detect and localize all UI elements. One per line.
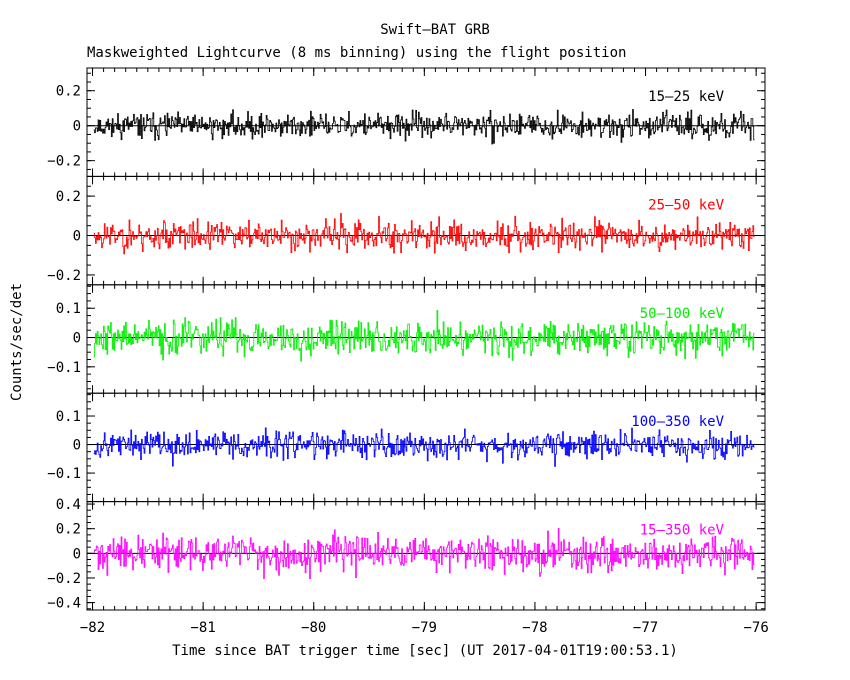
series-trace <box>93 213 755 255</box>
panel-1: −0.2 0 0.2 25–50 keV <box>47 175 766 286</box>
x-tick-label: −79 <box>412 620 437 636</box>
energy-band-label: 100–350 keV <box>631 414 724 430</box>
chart-subtitle: Maskweighted Lightcurve (8 ms binning) u… <box>87 45 627 61</box>
panel-frame <box>86 175 766 286</box>
y-tick-label: 0 <box>73 229 81 245</box>
series-trace <box>93 310 755 362</box>
chart-title: Swift–BAT GRB <box>380 22 490 38</box>
panel-frame <box>86 501 766 611</box>
panel-3: −0.1 0 0.1 100–350 keV <box>47 392 766 503</box>
panel-2: −0.1 0 0.1 50–100 keV <box>47 284 766 394</box>
y-tick-label: 0 <box>73 331 81 347</box>
y-tick-label: 0 <box>73 119 81 135</box>
series-trace <box>93 109 755 145</box>
panel-4: −0.4 −0.2 0 0.2 0.4 15–350 keV <box>47 497 766 612</box>
energy-band-label: 50–100 keV <box>640 306 725 322</box>
x-tick-label: −82 <box>80 620 105 636</box>
energy-band-label: 25–50 keV <box>648 197 724 213</box>
series-trace <box>93 527 755 580</box>
energy-band-label: 15–350 keV <box>640 523 725 539</box>
x-tick-label: −78 <box>522 620 547 636</box>
y-tick-label: −0.2 <box>47 571 81 587</box>
y-tick-label: 0.4 <box>56 497 81 513</box>
x-tick-label: −80 <box>301 620 326 636</box>
y-tick-label: 0 <box>73 546 81 562</box>
y-tick-label: 0 <box>73 438 81 454</box>
panels-layer: −0.2 0 0.2 15–25 keV −0.2 0 0.2 25–50 keV −0.1 0 0… <box>47 67 766 612</box>
x-tick-label: −76 <box>744 620 769 636</box>
y-tick-label: 0.1 <box>56 409 81 425</box>
x-tick-label: −81 <box>190 620 215 636</box>
y-tick-label: −0.2 <box>47 268 81 284</box>
x-axis-label: Time since BAT trigger time [sec] (UT 20… <box>172 643 678 659</box>
series-trace <box>93 427 755 467</box>
y-tick-label: 0.2 <box>56 84 81 100</box>
y-axis-label: Counts/sec/det <box>9 283 25 401</box>
y-tick-label: 0.1 <box>56 301 81 317</box>
y-tick-label: 0.2 <box>56 522 81 538</box>
x-axis: −82 −81 −80 −79 −78 −77 −76 <box>80 620 769 636</box>
y-tick-label: −0.2 <box>47 154 81 170</box>
energy-band-label: 15–25 keV <box>648 89 724 105</box>
y-tick-label: 0.2 <box>56 189 81 205</box>
panel-0: −0.2 0 0.2 15–25 keV <box>47 67 766 177</box>
y-tick-label: −0.1 <box>47 466 81 482</box>
y-tick-label: −0.1 <box>47 360 81 376</box>
y-tick-label: −0.4 <box>47 596 81 612</box>
x-tick-label: −77 <box>633 620 658 636</box>
